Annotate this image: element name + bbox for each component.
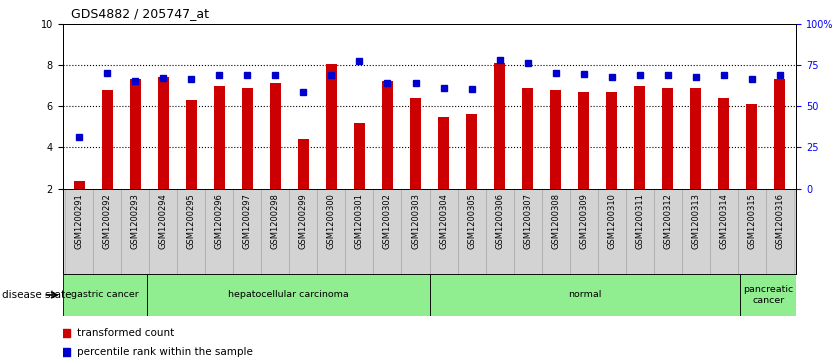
Bar — [466, 114, 477, 189]
Bar — [550, 90, 561, 189]
Text: GSM1200305: GSM1200305 — [467, 193, 476, 249]
Bar — [522, 87, 533, 189]
Bar — [102, 90, 113, 189]
Bar — [690, 87, 701, 189]
Bar — [186, 100, 197, 189]
Text: GSM1200293: GSM1200293 — [131, 193, 140, 249]
Bar — [494, 63, 505, 189]
Bar — [438, 117, 450, 189]
Text: GSM1200316: GSM1200316 — [775, 193, 784, 249]
FancyBboxPatch shape — [63, 274, 148, 316]
Bar — [270, 83, 281, 189]
Text: percentile rank within the sample: percentile rank within the sample — [78, 347, 253, 357]
Text: GSM1200292: GSM1200292 — [103, 193, 112, 249]
Text: GSM1200307: GSM1200307 — [523, 193, 532, 249]
Text: GSM1200297: GSM1200297 — [243, 193, 252, 249]
Text: GSM1200313: GSM1200313 — [691, 193, 700, 249]
Bar — [130, 79, 141, 189]
Bar — [242, 87, 253, 189]
Text: GSM1200300: GSM1200300 — [327, 193, 336, 249]
Text: GSM1200294: GSM1200294 — [159, 193, 168, 249]
Text: GSM1200298: GSM1200298 — [271, 193, 280, 249]
Bar — [718, 98, 729, 189]
Text: GSM1200304: GSM1200304 — [439, 193, 448, 249]
Text: hepatocellular carcinoma: hepatocellular carcinoma — [228, 290, 349, 299]
Text: GSM1200308: GSM1200308 — [551, 193, 560, 249]
Text: GDS4882 / 205747_at: GDS4882 / 205747_at — [71, 7, 208, 20]
Bar — [662, 87, 673, 189]
Bar — [73, 180, 85, 189]
Text: GSM1200312: GSM1200312 — [663, 193, 672, 249]
Text: GSM1200314: GSM1200314 — [719, 193, 728, 249]
FancyBboxPatch shape — [740, 274, 796, 316]
Bar — [606, 92, 617, 189]
FancyBboxPatch shape — [148, 274, 430, 316]
Text: GSM1200302: GSM1200302 — [383, 193, 392, 249]
Bar — [746, 104, 757, 189]
Text: disease state: disease state — [2, 290, 71, 300]
Text: GSM1200301: GSM1200301 — [355, 193, 364, 249]
Text: GSM1200309: GSM1200309 — [579, 193, 588, 249]
Bar — [214, 86, 225, 189]
Text: GSM1200310: GSM1200310 — [607, 193, 616, 249]
Bar — [382, 81, 393, 189]
Text: normal: normal — [568, 290, 601, 299]
Text: GSM1200315: GSM1200315 — [747, 193, 756, 249]
Text: GSM1200291: GSM1200291 — [75, 193, 84, 249]
FancyBboxPatch shape — [430, 274, 740, 316]
Text: transformed count: transformed count — [78, 327, 174, 338]
Text: GSM1200311: GSM1200311 — [636, 193, 644, 249]
Bar — [578, 92, 589, 189]
Bar — [774, 79, 786, 189]
Text: GSM1200303: GSM1200303 — [411, 193, 420, 249]
Text: GSM1200295: GSM1200295 — [187, 193, 196, 249]
Text: GSM1200296: GSM1200296 — [215, 193, 224, 249]
Text: gastric cancer: gastric cancer — [71, 290, 138, 299]
Text: GSM1200299: GSM1200299 — [299, 193, 308, 249]
Bar — [354, 123, 365, 189]
Bar — [409, 98, 421, 189]
Bar — [298, 139, 309, 189]
Bar — [326, 64, 337, 189]
Bar — [158, 77, 169, 189]
Text: GSM1200306: GSM1200306 — [495, 193, 504, 249]
Text: pancreatic
cancer: pancreatic cancer — [743, 285, 793, 305]
Bar — [634, 86, 646, 189]
